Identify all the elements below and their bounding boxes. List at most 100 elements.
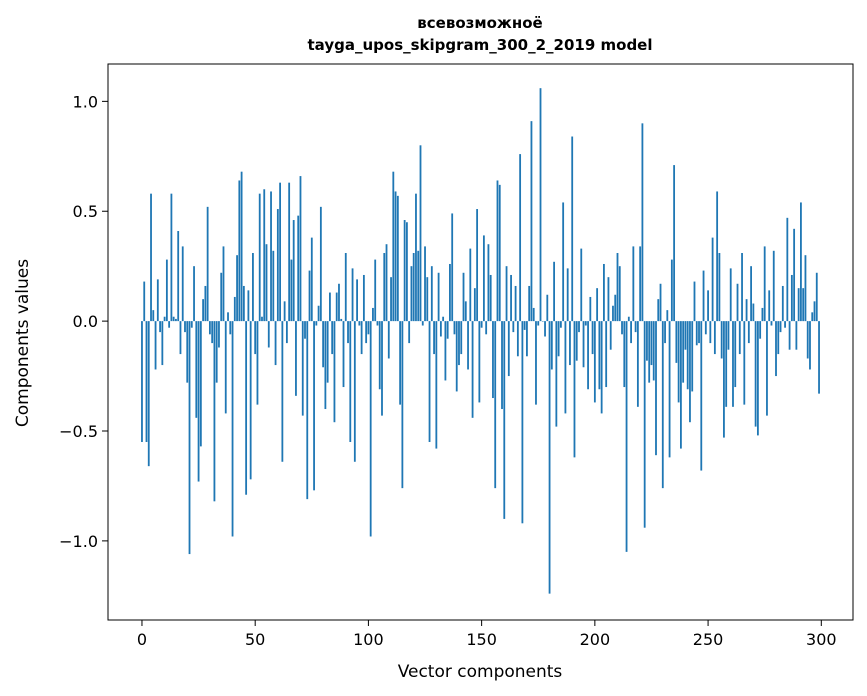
- bar: [231, 321, 234, 537]
- bar: [399, 321, 402, 405]
- bar: [752, 303, 755, 322]
- y-tick-label: 0.5: [73, 202, 98, 221]
- bar: [790, 274, 793, 322]
- bar: [772, 250, 775, 322]
- bar: [818, 321, 820, 394]
- bar: [372, 307, 374, 322]
- bar: [725, 321, 728, 407]
- bar: [177, 231, 180, 322]
- bar: [541, 321, 544, 322]
- bar: [698, 321, 700, 344]
- bar: [254, 321, 257, 355]
- bar: [580, 248, 583, 322]
- bar: [578, 321, 580, 333]
- bar: [195, 321, 198, 418]
- bar: [358, 321, 361, 326]
- bar: [403, 220, 406, 322]
- bar: [729, 268, 732, 322]
- bar: [165, 259, 168, 322]
- bar: [553, 261, 555, 322]
- bar: [252, 253, 254, 322]
- x-tick-label: 300: [806, 630, 837, 649]
- bar: [295, 321, 297, 396]
- bar: [750, 266, 752, 322]
- bar: [516, 321, 519, 357]
- bar: [299, 176, 302, 322]
- bar: [605, 321, 608, 388]
- bar: [301, 321, 304, 416]
- bar: [331, 321, 334, 355]
- bar: [811, 312, 814, 322]
- y-tick-label: 0.0: [73, 312, 98, 331]
- bar: [700, 321, 703, 471]
- bar: [240, 171, 243, 322]
- bar: [680, 321, 682, 449]
- bar: [256, 321, 259, 405]
- bar: [473, 288, 476, 322]
- bar: [374, 259, 377, 322]
- bar: [193, 266, 195, 322]
- bar: [480, 321, 483, 328]
- bar: [152, 310, 155, 322]
- bar: [141, 321, 143, 442]
- bar: [428, 321, 431, 442]
- bar: [367, 321, 370, 335]
- bar: [455, 321, 458, 392]
- bar: [188, 321, 191, 555]
- y-axis-label: Components values: [13, 259, 33, 427]
- bar: [324, 321, 327, 410]
- bar: [369, 321, 372, 537]
- bar: [315, 321, 318, 326]
- bar: [333, 321, 336, 423]
- bar: [639, 246, 642, 322]
- bar: [546, 294, 549, 322]
- bar: [813, 301, 816, 322]
- bar: [634, 321, 637, 333]
- bar: [238, 180, 241, 322]
- bar: [521, 321, 524, 524]
- bar: [351, 268, 354, 322]
- bar: [181, 246, 184, 322]
- bar: [376, 321, 379, 326]
- bar: [426, 277, 429, 322]
- y-axis-ticks: −1.0 −0.5 0.0 0.5 1.0: [59, 92, 108, 551]
- y-tick-label: −1.0: [59, 532, 98, 551]
- bar: [745, 299, 748, 322]
- bar: [236, 255, 238, 322]
- bar: [702, 270, 705, 322]
- bar: [306, 321, 309, 500]
- bar: [353, 321, 356, 462]
- bar: [530, 121, 533, 322]
- bar: [485, 321, 488, 335]
- bar: [446, 321, 449, 339]
- bar: [313, 321, 315, 491]
- bar: [569, 321, 571, 366]
- bar: [458, 321, 460, 366]
- bar: [161, 321, 164, 366]
- bar: [163, 316, 166, 322]
- bar: [145, 321, 148, 442]
- bar: [770, 321, 773, 326]
- bar: [618, 266, 621, 322]
- bar: [476, 209, 479, 322]
- bar: [401, 321, 404, 489]
- bar: [775, 321, 777, 377]
- bar: [247, 290, 250, 322]
- bar: [718, 253, 721, 322]
- bar: [415, 193, 417, 322]
- bar: [326, 321, 329, 383]
- bar: [437, 272, 440, 322]
- x-tick-label: 250: [693, 630, 724, 649]
- bar: [263, 189, 266, 322]
- bar: [464, 301, 467, 322]
- bar: [469, 248, 472, 322]
- bar: [365, 321, 368, 344]
- bar: [249, 321, 252, 480]
- bar: [661, 321, 664, 489]
- bar: [804, 255, 807, 322]
- bar: [444, 321, 447, 381]
- bar: [147, 321, 150, 467]
- bar: [478, 321, 481, 403]
- bar: [204, 285, 207, 322]
- bar: [802, 288, 805, 322]
